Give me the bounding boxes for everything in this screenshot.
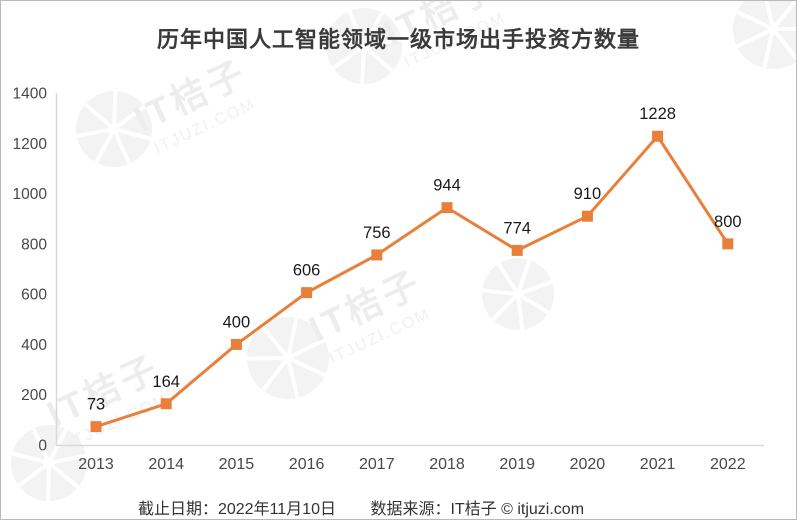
- y-tick-label-600: 600: [21, 287, 47, 304]
- data-label-2018: 944: [433, 177, 461, 195]
- data-point-2020: [581, 210, 593, 222]
- x-tick-label-2018: 2018: [429, 456, 465, 473]
- data-label-2014: 164: [152, 373, 180, 391]
- x-tick-label-2020: 2020: [570, 456, 606, 473]
- y-tick-label-1000: 1000: [13, 186, 48, 203]
- x-tick-label-2015: 2015: [219, 456, 255, 473]
- y-tick-label-0: 0: [38, 438, 47, 455]
- data-point-2014: [160, 398, 172, 410]
- itjuzi-logo-icon: [326, 8, 402, 85]
- data-label-2015: 400: [223, 313, 251, 331]
- chart-footer: 截止日期：2022年11月10日 数据来源：IT桔子 © itjuzi.com: [1, 495, 796, 519]
- data-point-2021: [652, 130, 664, 142]
- data-label-2019: 774: [503, 219, 531, 237]
- data-line: [95, 133, 730, 429]
- data-point-2018: [441, 202, 453, 214]
- data-point-2015: [230, 338, 242, 350]
- chart-title: 历年中国人工智能领域一级市场出手投资方数量: [156, 27, 640, 52]
- x-tick-label-2016: 2016: [289, 456, 325, 473]
- itjuzi-logo-icon: [76, 90, 152, 167]
- x-tick-label-2022: 2022: [710, 456, 746, 473]
- data-point-2017: [371, 249, 383, 261]
- x-tick-label-2019: 2019: [499, 456, 535, 473]
- itjuzi-logo-icon: [11, 425, 87, 502]
- x-tick-label-2013: 2013: [78, 456, 114, 473]
- y-tick-label-400: 400: [21, 337, 47, 354]
- data-point-2019: [511, 244, 523, 256]
- data-label-2020: 910: [574, 185, 602, 203]
- itjuzi-logo-icon: [481, 258, 554, 330]
- x-tick-label-2014: 2014: [148, 456, 184, 473]
- data-label-2021: 1228: [639, 105, 676, 123]
- data-point-2022: [722, 238, 734, 250]
- data-label-2022: 800: [714, 213, 742, 231]
- itjuzi-logo-icon: [733, 1, 796, 69]
- itjuzi-logo-icon: [246, 317, 329, 399]
- y-tick-label-1200: 1200: [13, 136, 48, 153]
- data-label-2017: 756: [363, 224, 391, 242]
- footer-cutoff-date: 截止日期：2022年11月10日: [137, 501, 336, 518]
- data-point-2016: [301, 287, 313, 299]
- footer-data-source: 数据来源：IT桔子 © itjuzi.com: [370, 501, 585, 518]
- y-tick-label-1400: 1400: [13, 86, 48, 103]
- y-tick-label-200: 200: [21, 387, 47, 404]
- x-tick-label-2017: 2017: [359, 456, 395, 473]
- data-point-2013: [90, 421, 102, 433]
- data-label-2013: 73: [87, 396, 105, 414]
- data-label-2016: 606: [293, 262, 321, 280]
- y-tick-label-800: 800: [21, 236, 47, 253]
- x-tick-label-2021: 2021: [640, 456, 676, 473]
